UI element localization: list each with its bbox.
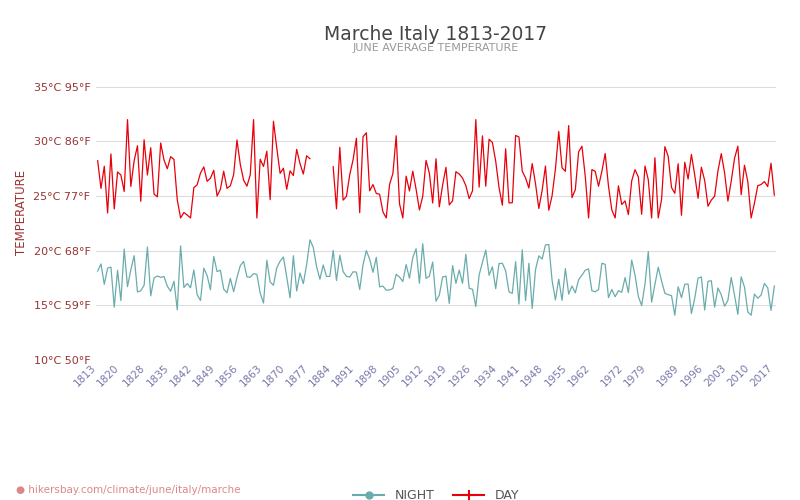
- Title: Marche Italy 1813-2017: Marche Italy 1813-2017: [325, 25, 547, 44]
- Text: ● hikersbay.com/climate/june/italy/marche: ● hikersbay.com/climate/june/italy/march…: [16, 485, 241, 495]
- Legend: NIGHT, DAY: NIGHT, DAY: [348, 484, 524, 500]
- Y-axis label: TEMPERATURE: TEMPERATURE: [15, 170, 28, 255]
- Text: JUNE AVERAGE TEMPERATURE: JUNE AVERAGE TEMPERATURE: [353, 43, 519, 53]
